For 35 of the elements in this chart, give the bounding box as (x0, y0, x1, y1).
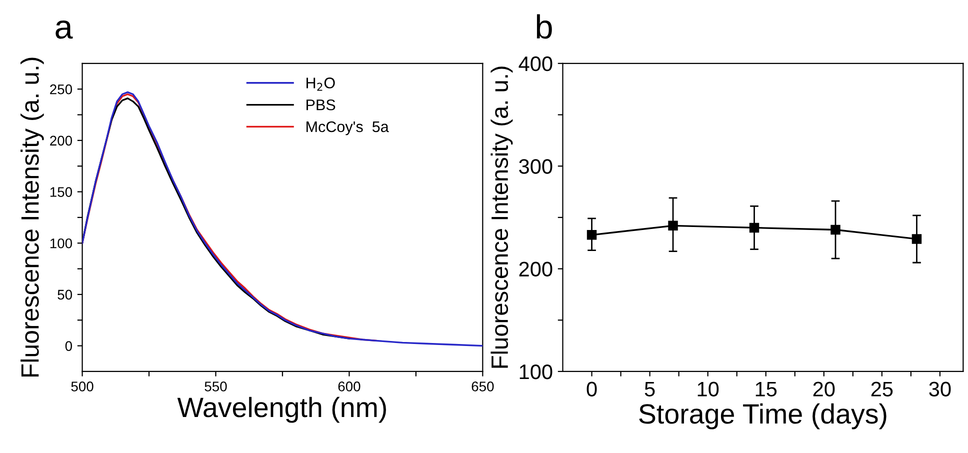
y-tick-label: 200 (519, 262, 552, 277)
y-tick-label: 400 (518, 56, 552, 72)
y-tick-label: 150 (50, 187, 72, 197)
y-tick-label: 250 (50, 84, 72, 94)
x-axis-title: Storage Time (days) (639, 403, 886, 430)
point (912, 234, 922, 244)
x-tick-label: 550 (204, 382, 227, 392)
x-tick-label: 0 (586, 382, 597, 396)
y-tick-label: 200 (50, 136, 72, 146)
y-axis-title: Fluorescence Intensity (a. u.) (20, 58, 44, 377)
chart-title: b (536, 14, 552, 39)
legend-label: McCoy's 5a (306, 121, 389, 136)
x-tick-label: 10 (698, 382, 719, 396)
x-tick-label: 500 (71, 382, 94, 392)
point (830, 224, 840, 235)
legend-label: PBS (306, 99, 336, 110)
point (668, 220, 678, 231)
x-tick-label: 20 (813, 382, 835, 396)
x-tick-label: 650 (472, 382, 494, 392)
legend-label: H$_{2}$O (306, 78, 335, 91)
y-tick-label: 100 (50, 238, 72, 248)
chart-title: a (56, 20, 73, 39)
point (586, 230, 597, 240)
x-tick-label: 30 (929, 382, 951, 396)
point (749, 222, 760, 233)
x-tick-label: 25 (871, 382, 893, 396)
x-tick-label: 15 (756, 382, 777, 396)
y-tick-label: 300 (519, 159, 552, 174)
x-tick-label: 600 (338, 382, 360, 392)
y-tick-label: 100 (520, 364, 552, 380)
y-tick-label: 0 (65, 341, 72, 351)
x-axis-title: Wavelength (nm) (177, 396, 386, 423)
y-axis-title: Fluorescence Intensity (a. u.) (490, 66, 513, 368)
y-tick-label: 50 (58, 290, 72, 300)
x-tick-label: 5 (644, 382, 655, 396)
